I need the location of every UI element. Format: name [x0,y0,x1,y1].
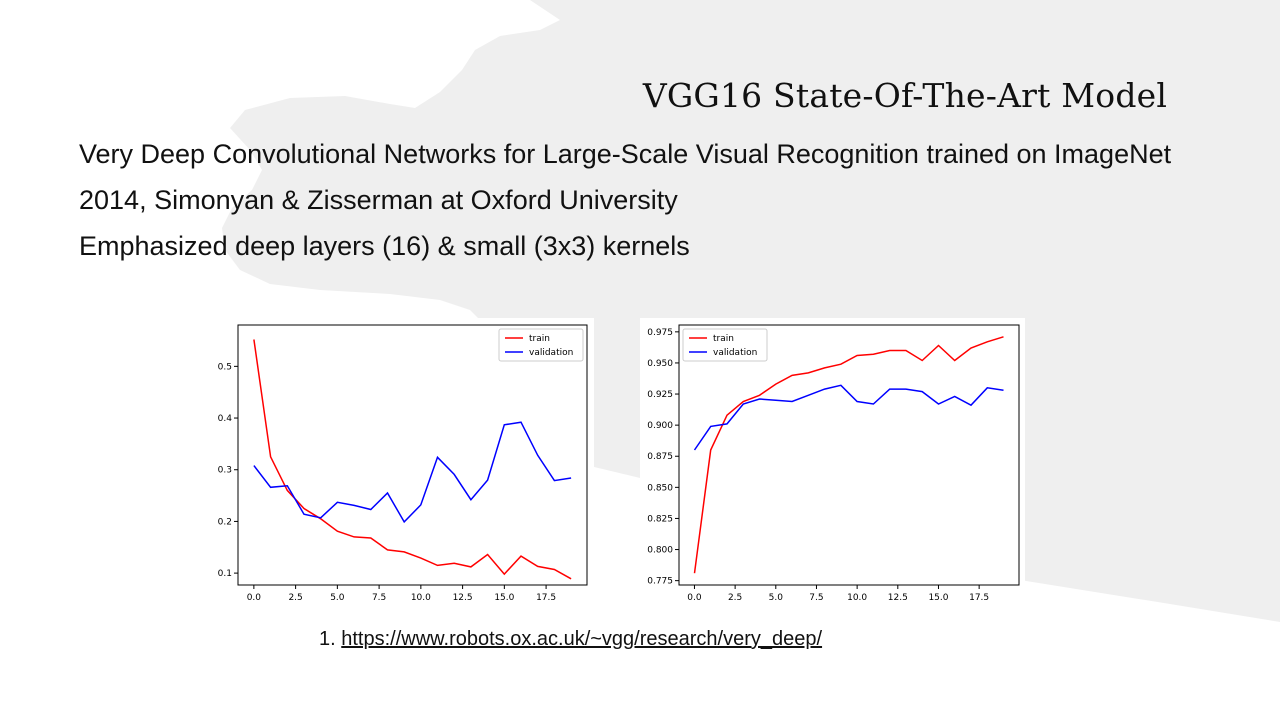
plot-frame [678,324,1020,586]
bullet-item: Emphasized deep layers (16) & small (3x3… [79,231,690,261]
bullet-item: Very Deep Convolutional Networks for Lar… [79,139,1172,169]
x-tick-label: 12.5 [888,593,908,602]
plot-frame [237,324,588,586]
reference-link[interactable]: https://www.robots.ox.ac.uk/~vgg/researc… [341,628,823,650]
x-tick-label: 12.5 [453,593,473,602]
x-tick-label: 10.0 [847,593,867,602]
y-tick-label: 0.3 [218,466,232,476]
y-tick-label: 0.1 [218,569,232,579]
y-tick-label: 0.875 [647,452,673,462]
y-tick-label: 0.825 [647,514,673,524]
legend-label-validation: validation [529,348,573,358]
x-tick-label: 17.5 [536,593,556,602]
loss-chart-panel: 0.0 2.5 5.0 7.5 10.0 12.5 15.0 17.5 0.1 0.2 0.3 0.4… [196,318,594,602]
accuracy-chart: 0.0 2.5 5.0 7.5 10.0 12.5 15.0 17.5 0.775 0.800 0.… [647,324,1020,602]
legend-box [498,328,584,362]
x-tick-label: 2.5 [728,593,742,602]
x-tick-label: 10.0 [411,593,431,602]
x-tick-label: 15.0 [494,593,514,602]
y-tick-label: 0.925 [647,390,673,400]
y-tick-label: 0.2 [218,517,232,527]
series-line-train [693,336,1004,574]
y-tick-label: 0.775 [647,577,673,587]
accuracy-chart-panel: 0.0 2.5 5.0 7.5 10.0 12.5 15.0 17.5 0.775 0.800 0.… [640,318,1025,602]
x-tick-label: 2.5 [288,593,302,602]
bullet-item: 2014, Simonyan & Zisserman at Oxford Uni… [79,185,678,215]
y-tick-label: 0.4 [218,414,233,424]
legend-label-train: train [529,334,550,344]
x-tick-label: 17.5 [969,593,989,602]
x-tick-label: 5.0 [769,593,784,602]
bullet-list: Very Deep Convolutional Networks for Lar… [79,137,1179,275]
x-tick-label: 15.0 [928,593,948,602]
y-tick-label: 0.900 [647,421,673,431]
reference-footnote: 1. https://www.robots.ox.ac.uk/~vgg/rese… [319,628,822,651]
x-tick-label: 0.0 [247,593,262,602]
series-line-validation [693,384,1004,451]
x-tick-label: 7.5 [372,593,386,602]
slide-title: VGG16 State-Of-The-Art Model [642,76,1168,115]
legend-label-validation: validation [713,348,757,358]
loss-chart: 0.0 2.5 5.0 7.5 10.0 12.5 15.0 17.5 0.1 0.2 0.3 0.4… [218,324,588,602]
reference-number: 1. [319,628,336,650]
legend-box [682,328,768,362]
y-tick-label: 0.800 [647,546,673,556]
x-tick-label: 7.5 [809,593,823,602]
y-tick-label: 0.975 [647,328,673,338]
x-tick-label: 0.0 [687,593,702,602]
y-tick-label: 0.850 [647,483,673,493]
y-tick-label: 0.5 [218,362,232,372]
legend-label-train: train [713,334,734,344]
x-tick-label: 5.0 [330,593,345,602]
series-line-train [253,339,572,580]
y-tick-label: 0.950 [647,359,673,369]
series-line-validation [253,421,572,524]
